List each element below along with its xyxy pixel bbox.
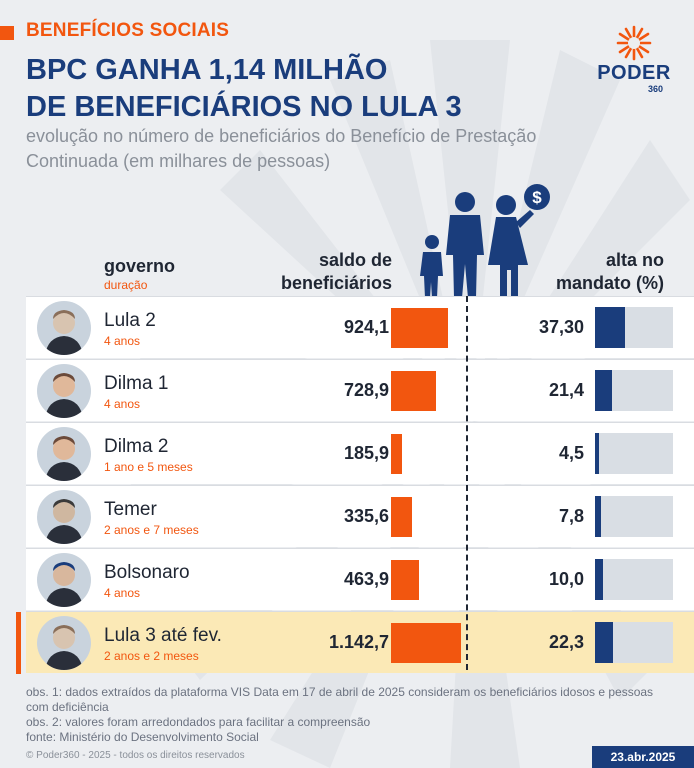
alta-bar-track xyxy=(595,622,673,663)
alta-bar xyxy=(595,307,625,348)
table-row: Dilma 2 1 ano e 5 meses 185,9 4,5 xyxy=(26,422,694,484)
table-row: Lula 2 4 anos 924,1 37,30 xyxy=(26,296,694,358)
sun-rays-icon xyxy=(616,25,652,61)
row-duration: 4 anos xyxy=(104,397,141,411)
row-duration: 2 anos e 2 meses xyxy=(104,649,199,663)
column-header-governo: governo xyxy=(104,256,176,276)
row-saldo-value: 463,9 xyxy=(343,569,389,589)
saldo-bar xyxy=(391,434,403,474)
logo-word: PODER xyxy=(597,62,671,84)
row-name: Lula 2 xyxy=(104,310,156,331)
alta-bar xyxy=(595,622,613,663)
row-name: Temer xyxy=(104,499,157,520)
source-note: fonte: Ministério do Desenvolvimento Soc… xyxy=(26,730,259,744)
avatar xyxy=(37,553,91,607)
column-header-alta-line-2: mandato (%) xyxy=(556,273,664,293)
row-saldo-value: 728,9 xyxy=(343,380,389,400)
row-alta-value: 37,30 xyxy=(538,317,584,337)
title-line-1: BPC GANHA 1,14 MILHÃO xyxy=(26,54,388,86)
row-alta-value: 22,3 xyxy=(548,632,584,652)
column-header-saldo: saldo de beneficiários xyxy=(250,249,392,295)
dashed-divider xyxy=(466,296,468,670)
row-saldo-value: 335,6 xyxy=(343,506,389,526)
column-header-alta: alta no mandato (%) xyxy=(520,249,664,295)
avatar xyxy=(37,427,91,481)
table-row: Lula 3 até fev. 2 anos e 2 meses 1.142,7… xyxy=(16,611,694,674)
row-name: Bolsonaro xyxy=(104,562,190,583)
row-saldo-value: 1.142,7 xyxy=(328,632,389,652)
column-header-duracao: duração xyxy=(104,278,148,292)
footnotes: obs. 1: dados extraídos da plataforma VI… xyxy=(26,685,666,745)
column-header-alta-line-1: alta no xyxy=(605,250,664,270)
subtitle: evolução no número de beneficiários do B… xyxy=(26,126,537,171)
row-alta-value: 21,4 xyxy=(548,380,584,400)
row-saldo-value: 924,1 xyxy=(343,317,389,337)
row-alta-value: 4,5 xyxy=(558,443,584,463)
dollar-sign-icon: $ xyxy=(532,188,542,207)
table-row: Dilma 1 4 anos 728,9 21,4 xyxy=(26,359,694,421)
saldo-bar xyxy=(391,560,420,600)
table-row: Temer 2 anos e 7 meses 335,6 7,8 xyxy=(26,485,694,547)
note-2: obs. 2: valores foram arredondados para … xyxy=(26,715,371,729)
row-name: Dilma 2 xyxy=(104,436,169,457)
row-name: Dilma 1 xyxy=(104,373,169,394)
row-alta-value: 7,8 xyxy=(558,506,584,526)
row-name: Lula 3 até fev. xyxy=(104,625,222,646)
avatar xyxy=(37,301,91,355)
avatar xyxy=(37,364,91,418)
kicker-marker xyxy=(0,26,14,40)
title-line-2: DE BENEFICIÁRIOS NO LULA 3 xyxy=(26,91,462,123)
copyright: © Poder360 - 2025 - todos os direitos re… xyxy=(26,750,245,761)
row-alta-value: 10,0 xyxy=(548,569,584,589)
avatar xyxy=(37,616,91,670)
data-table: Lula 2 4 anos 924,1 37,30 Dilma 1 4 anos… xyxy=(16,296,694,674)
row-duration: 4 anos xyxy=(104,586,141,600)
saldo-bar xyxy=(391,497,412,537)
alta-bar-track xyxy=(595,496,673,537)
alta-bar-track xyxy=(595,433,673,474)
alta-bar xyxy=(595,370,612,411)
row-duration: 4 anos xyxy=(104,334,141,348)
logo-number: 360 xyxy=(648,84,664,94)
avatar xyxy=(37,490,91,544)
alta-bar xyxy=(595,433,599,474)
column-header-saldo-line-1: saldo de xyxy=(318,250,392,270)
family-illustration-icon: $ xyxy=(420,184,550,298)
alta-bar xyxy=(595,559,603,600)
date-badge: 23.abr.2025 xyxy=(592,746,694,768)
kicker: BENEFÍCIOS SOCIAIS xyxy=(26,20,230,41)
saldo-bar xyxy=(391,371,436,411)
note-1: obs. 1: dados extraídos da plataforma VI… xyxy=(26,685,654,714)
page-title: BPC GANHA 1,14 MILHÃO DE BENEFICIÁRIOS N… xyxy=(26,52,462,126)
alta-bar-track xyxy=(595,559,673,600)
column-header-saldo-line-2: beneficiários xyxy=(280,273,392,293)
saldo-bar xyxy=(391,623,461,663)
row-duration: 2 anos e 7 meses xyxy=(104,523,199,537)
alta-bar-track xyxy=(595,307,673,348)
poder360-logo: PODER 360 xyxy=(596,24,672,96)
row-duration: 1 ano e 5 meses xyxy=(104,460,193,474)
row-saldo-value: 185,9 xyxy=(343,443,389,463)
alta-bar-track xyxy=(595,370,673,411)
saldo-bar xyxy=(391,308,448,348)
alta-bar xyxy=(595,496,602,537)
table-row: Bolsonaro 4 anos 463,9 10,0 xyxy=(26,548,694,610)
highlight-marker xyxy=(16,612,21,674)
